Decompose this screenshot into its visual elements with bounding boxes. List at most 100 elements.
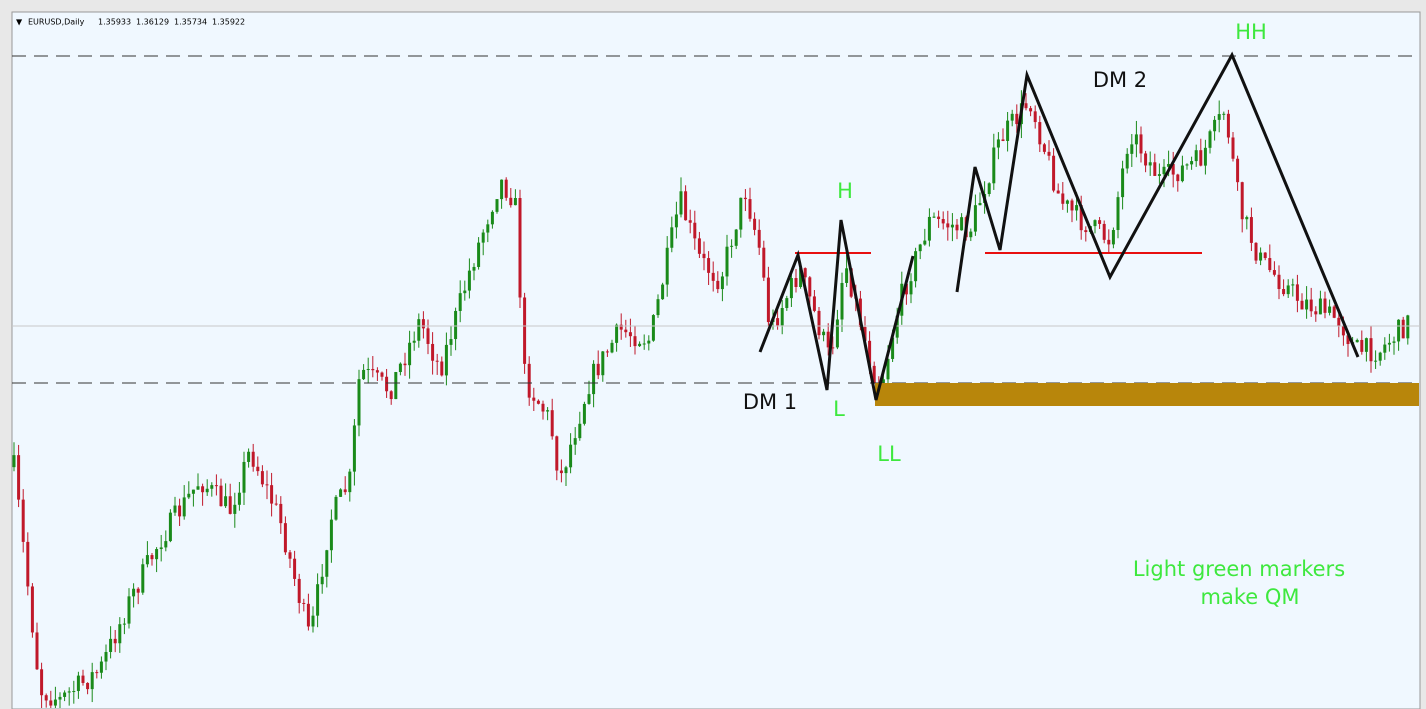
candle-body xyxy=(1157,174,1161,176)
candle-body xyxy=(500,179,504,200)
candle-body xyxy=(1006,120,1010,141)
candle-body xyxy=(247,451,251,462)
candle-body xyxy=(233,504,237,514)
candle-body xyxy=(932,216,936,218)
candle-body xyxy=(1134,134,1138,145)
candle-body xyxy=(44,695,48,701)
candle-body xyxy=(191,489,195,494)
candle-body xyxy=(863,326,867,341)
candle-body xyxy=(748,199,752,219)
label-ll: LL xyxy=(877,442,901,466)
candle-body xyxy=(472,266,476,271)
candle-body xyxy=(840,282,844,320)
candle-body xyxy=(1079,205,1083,231)
candle-body xyxy=(389,391,393,400)
candle-body xyxy=(90,672,94,690)
candle-body xyxy=(329,519,333,551)
candle-body xyxy=(1383,344,1387,353)
candle-body xyxy=(40,669,44,696)
candle-body xyxy=(449,339,453,345)
candle-body xyxy=(224,496,228,507)
candle-body xyxy=(444,344,448,376)
candle-body xyxy=(1245,217,1249,220)
candle-body xyxy=(1052,155,1056,191)
candle-body xyxy=(136,588,140,593)
candle-body xyxy=(656,299,660,316)
candle-body xyxy=(403,363,407,366)
candle-body xyxy=(960,217,964,231)
candle-body xyxy=(923,240,927,245)
candle-body xyxy=(955,224,959,231)
candle-body xyxy=(670,227,674,248)
candle-body xyxy=(343,489,347,493)
candle-body xyxy=(440,361,444,376)
candle-body xyxy=(67,691,71,693)
candle-body xyxy=(270,485,274,504)
candle-body xyxy=(1139,134,1143,154)
candle-body xyxy=(205,488,209,493)
candle-body xyxy=(132,588,136,597)
candle-body xyxy=(1286,285,1290,295)
zigzag xyxy=(758,219,915,401)
candle-body xyxy=(173,505,177,513)
candle-body xyxy=(242,461,246,493)
candle-body xyxy=(1364,338,1368,352)
label-h: H xyxy=(837,179,853,203)
candle-body xyxy=(794,278,798,287)
candle-body xyxy=(582,403,586,424)
candle-body xyxy=(1065,200,1069,204)
candle-body xyxy=(63,692,67,697)
candle-body xyxy=(937,216,941,220)
candle-body xyxy=(702,253,706,259)
candle-body xyxy=(35,632,39,670)
candle-body xyxy=(104,651,108,662)
candle-body xyxy=(1314,311,1318,315)
candle-body xyxy=(665,247,669,285)
candle-body xyxy=(12,455,16,468)
candle-body xyxy=(297,578,301,603)
candle-body xyxy=(1180,165,1184,182)
menu-arrow: ▼ xyxy=(16,18,23,27)
candle-body xyxy=(237,492,241,505)
candle-body xyxy=(513,198,517,206)
candle-body xyxy=(1098,220,1102,224)
candle-body xyxy=(973,205,977,232)
candle-body xyxy=(684,191,688,221)
candle-body xyxy=(1240,182,1244,220)
candle-body xyxy=(159,547,163,550)
candle-body xyxy=(325,550,329,577)
candle-body xyxy=(463,290,467,294)
candle-body xyxy=(1033,111,1037,123)
candle-body xyxy=(164,541,168,548)
candle-body xyxy=(573,438,577,445)
candle-body xyxy=(780,308,784,326)
candle-body xyxy=(1332,306,1336,318)
candle-body xyxy=(720,276,724,290)
ohlc-low: 1.35734 xyxy=(174,18,207,27)
candle-body xyxy=(283,523,287,553)
candle-body xyxy=(785,298,789,309)
candle-body xyxy=(831,347,835,349)
candle-body xyxy=(532,397,536,401)
candle-body xyxy=(1392,341,1396,343)
candle-body xyxy=(1084,230,1088,233)
candle-body xyxy=(274,503,278,505)
candle-body xyxy=(196,486,200,490)
candle-body xyxy=(564,467,568,474)
candle-body xyxy=(426,328,430,344)
candle-body xyxy=(987,183,991,195)
candle-body xyxy=(81,675,85,683)
candle-body xyxy=(835,319,839,348)
candle-body xyxy=(398,363,402,373)
symbol: EURUSD,Daily xyxy=(28,18,85,27)
candle-body xyxy=(122,623,126,625)
candle-body xyxy=(1318,298,1322,315)
candle-body xyxy=(615,324,619,343)
candle-body xyxy=(1213,119,1217,132)
qm-zone xyxy=(875,383,1419,406)
label-dm2: DM 2 xyxy=(1093,68,1147,92)
candle-body xyxy=(1130,144,1134,154)
candle-body xyxy=(316,584,320,616)
candle-body xyxy=(734,229,738,246)
candle-body xyxy=(421,319,425,329)
